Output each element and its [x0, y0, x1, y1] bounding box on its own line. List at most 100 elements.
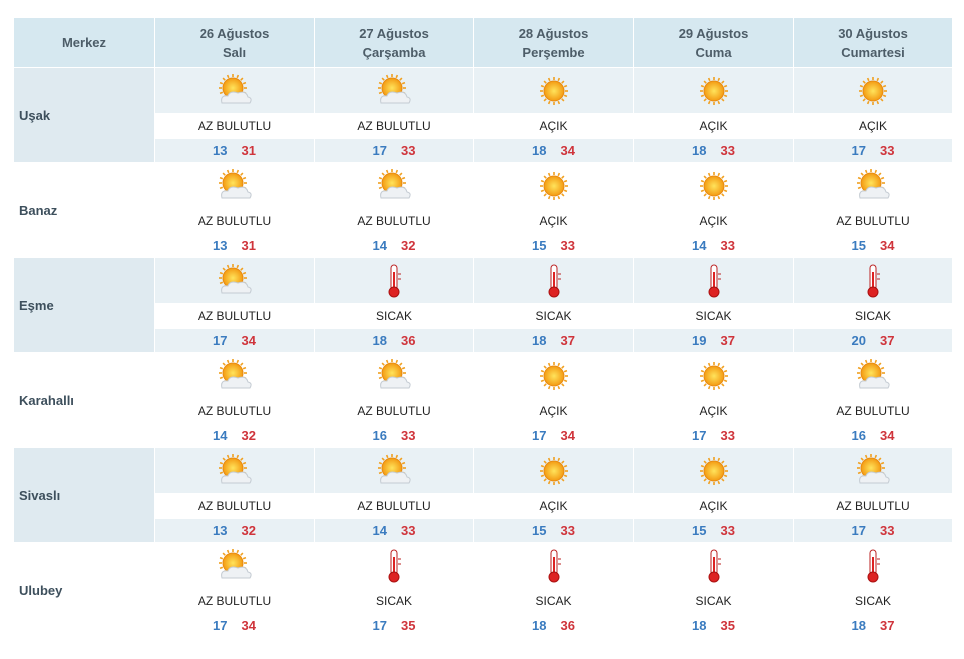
high-temp: 33: [560, 523, 575, 538]
condition: AÇIK: [699, 499, 728, 513]
low-temp: 15: [532, 523, 547, 538]
high-temp: 34: [241, 333, 256, 348]
condition: AZ BULUTLU: [836, 404, 910, 418]
condition: SICAK: [375, 309, 412, 323]
weather-icon: [155, 448, 314, 493]
condition: AÇIK: [539, 214, 568, 228]
weather-icon: [155, 163, 314, 208]
high-temp: 34: [880, 428, 895, 443]
low-temp: 17: [692, 428, 707, 443]
temperatures: 17 33: [794, 139, 952, 162]
high-temp: 31: [241, 238, 256, 253]
weekday: Cumartesi: [841, 44, 905, 60]
low-temp: 18: [692, 618, 707, 633]
low-temp: 17: [213, 618, 228, 633]
condition: AÇIK: [539, 119, 568, 133]
date: 30 Ağustos: [838, 25, 908, 41]
high-temp: 36: [560, 618, 575, 633]
weather-icon: [634, 543, 793, 588]
high-temp: 37: [720, 333, 735, 348]
temperatures: 19 37: [634, 329, 793, 352]
low-temp: 17: [213, 333, 228, 348]
weather-icon: [634, 68, 793, 113]
condition: SICAK: [695, 594, 732, 608]
day-header: 30 Ağustos Cumartesi: [794, 18, 952, 67]
date: 27 Ağustos: [359, 25, 429, 41]
weather-icon: [474, 163, 633, 208]
weather-icon: [794, 163, 952, 208]
condition: SICAK: [854, 309, 891, 323]
condition: AZ BULUTLU: [357, 499, 431, 513]
high-temp: 33: [401, 428, 416, 443]
high-temp: 34: [560, 143, 575, 158]
day-header: 28 Ağustos Perşembe: [474, 18, 633, 67]
weather-icon: [315, 448, 473, 493]
header-corner: Merkez: [14, 18, 154, 67]
high-temp: 32: [241, 428, 256, 443]
temperatures: 14 33: [634, 234, 793, 257]
weather-icon: [155, 258, 314, 303]
weather-icon: [474, 543, 633, 588]
weather-icon: [634, 448, 793, 493]
temperatures: 17 33: [315, 139, 473, 162]
temperatures: 15 33: [634, 519, 793, 542]
condition: SICAK: [695, 309, 732, 323]
low-temp: 17: [532, 428, 547, 443]
low-temp: 14: [213, 428, 228, 443]
temperatures: 16 33: [315, 424, 473, 447]
high-temp: 35: [401, 618, 416, 633]
high-temp: 37: [880, 333, 895, 348]
low-temp: 17: [851, 523, 866, 538]
temperatures: 13 31: [155, 139, 314, 162]
temperatures: 20 37: [794, 329, 952, 352]
day-header: 26 Ağustos Salı: [155, 18, 314, 67]
weather-icon: [794, 353, 952, 398]
weather-icon: [634, 353, 793, 398]
condition: AÇIK: [699, 404, 728, 418]
condition: SICAK: [535, 309, 572, 323]
day-header: 29 Ağustos Cuma: [634, 18, 793, 67]
low-temp: 16: [372, 428, 387, 443]
condition: SICAK: [854, 594, 891, 608]
weekday: Perşembe: [522, 44, 585, 60]
condition: AZ BULUTLU: [197, 309, 272, 323]
weekday: Salı: [222, 44, 247, 60]
weather-icon: [794, 68, 952, 113]
low-temp: 19: [692, 333, 707, 348]
weather-icon: [155, 68, 314, 113]
temperatures: 15 33: [474, 234, 633, 257]
location-name: Banaz: [14, 163, 154, 257]
low-temp: 13: [213, 143, 228, 158]
low-temp: 15: [532, 238, 547, 253]
condition: AZ BULUTLU: [836, 499, 910, 513]
day-header: 27 Ağustos Çarşamba: [315, 18, 473, 67]
high-temp: 33: [560, 238, 575, 253]
weekday: Cuma: [695, 44, 732, 60]
condition: AÇIK: [539, 499, 568, 513]
date: 26 Ağustos: [199, 25, 270, 41]
high-temp: 35: [720, 618, 735, 633]
temperatures: 14 33: [315, 519, 473, 542]
condition: AÇIK: [699, 214, 728, 228]
low-temp: 15: [692, 523, 707, 538]
temperatures: 17 33: [794, 519, 952, 542]
condition: AZ BULUTLU: [836, 214, 910, 228]
low-temp: 14: [372, 523, 387, 538]
high-temp: 33: [720, 523, 735, 538]
weather-icon: [155, 353, 314, 398]
location-name: Sivaslı: [14, 448, 154, 542]
high-temp: 33: [720, 428, 735, 443]
temperatures: 18 37: [794, 614, 952, 637]
weather-icon: [634, 258, 793, 303]
location-name: Uşak: [14, 68, 154, 162]
condition: AÇIK: [858, 119, 887, 133]
temperatures: 14 32: [155, 424, 314, 447]
low-temp: 13: [213, 523, 228, 538]
low-temp: 18: [532, 333, 547, 348]
condition: AZ BULUTLU: [197, 404, 272, 418]
condition: AZ BULUTLU: [357, 119, 431, 133]
high-temp: 33: [880, 143, 895, 158]
low-temp: 18: [372, 333, 387, 348]
high-temp: 33: [880, 523, 895, 538]
